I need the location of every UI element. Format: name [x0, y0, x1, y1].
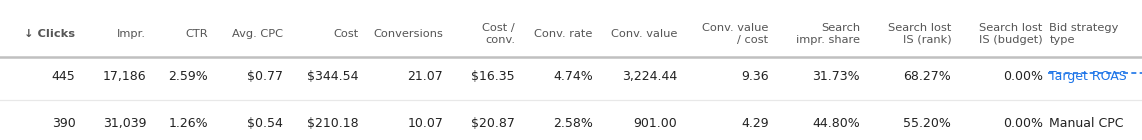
Text: Avg. CPC: Avg. CPC [232, 29, 283, 39]
Text: 3,224.44: 3,224.44 [622, 70, 677, 83]
Text: 0.00%: 0.00% [1003, 70, 1043, 83]
Text: 901.00: 901.00 [634, 117, 677, 130]
Text: Search lost
IS (budget): Search lost IS (budget) [979, 23, 1043, 45]
Text: 390: 390 [51, 117, 75, 130]
Text: Conv. value
/ cost: Conv. value / cost [702, 23, 769, 45]
Text: 10.07: 10.07 [408, 117, 443, 130]
Text: 445: 445 [51, 70, 75, 83]
Text: $16.35: $16.35 [472, 70, 515, 83]
Text: 55.20%: 55.20% [903, 117, 951, 130]
Text: Bid strategy
type: Bid strategy type [1049, 23, 1119, 45]
Text: 2.58%: 2.58% [553, 117, 593, 130]
Text: 68.27%: 68.27% [903, 70, 951, 83]
Text: ↓ Clicks: ↓ Clicks [24, 29, 75, 39]
Text: $0.54: $0.54 [248, 117, 283, 130]
Text: Impr.: Impr. [118, 29, 146, 39]
Text: $210.18: $210.18 [307, 117, 359, 130]
Text: 31,039: 31,039 [103, 117, 146, 130]
Text: 4.29: 4.29 [741, 117, 769, 130]
Text: Conv. value: Conv. value [611, 29, 677, 39]
Text: Cost /
conv.: Cost / conv. [482, 23, 515, 45]
Text: CTR: CTR [185, 29, 208, 39]
Text: $344.54: $344.54 [307, 70, 359, 83]
Text: Cost: Cost [333, 29, 359, 39]
Text: 0.00%: 0.00% [1003, 117, 1043, 130]
Text: Conv. rate: Conv. rate [534, 29, 593, 39]
Text: Search
impr. share: Search impr. share [796, 23, 860, 45]
Text: 31.73%: 31.73% [812, 70, 860, 83]
Text: $20.87: $20.87 [472, 117, 515, 130]
Text: 2.59%: 2.59% [168, 70, 208, 83]
Text: Target ROAS: Target ROAS [1049, 70, 1127, 83]
Text: 44.80%: 44.80% [812, 117, 860, 130]
Text: 4.74%: 4.74% [553, 70, 593, 83]
Text: 17,186: 17,186 [103, 70, 146, 83]
Text: $0.77: $0.77 [247, 70, 283, 83]
Text: 1.26%: 1.26% [168, 117, 208, 130]
Text: Search lost
IS (rank): Search lost IS (rank) [888, 23, 951, 45]
Text: Conversions: Conversions [373, 29, 443, 39]
Text: Manual CPC: Manual CPC [1049, 117, 1124, 130]
Text: 21.07: 21.07 [408, 70, 443, 83]
Text: 9.36: 9.36 [741, 70, 769, 83]
